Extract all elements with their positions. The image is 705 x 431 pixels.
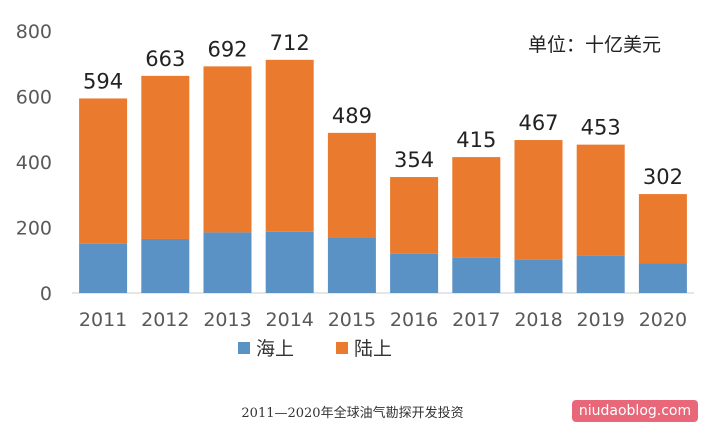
bar-onshore xyxy=(390,177,439,254)
bar-onshore xyxy=(327,132,376,238)
bar-onshore xyxy=(79,98,128,244)
x-tick-label: 2019 xyxy=(577,309,625,331)
bar-onshore xyxy=(638,194,687,264)
bar-offshore xyxy=(638,263,687,293)
y-tick-label: 200 xyxy=(16,218,52,240)
legend-label-offshore: 海上 xyxy=(256,338,295,360)
x-tick-label: 2016 xyxy=(390,309,438,331)
bar-offshore xyxy=(390,253,439,293)
bar-offshore xyxy=(576,255,625,293)
bar-offshore xyxy=(79,243,128,293)
figure-caption: 2011—2020年全球油气勘探开发投资 xyxy=(241,406,464,421)
bar-onshore xyxy=(203,66,252,233)
total-data-label: 453 xyxy=(581,116,621,140)
legend: 海上 陆上 xyxy=(0,334,705,364)
bar-offshore xyxy=(141,238,190,293)
legend-label-onshore: 陆上 xyxy=(354,338,393,360)
bar-offshore xyxy=(327,237,376,293)
x-tick-label: 2020 xyxy=(639,309,687,331)
bar-onshore xyxy=(141,75,190,239)
bar-onshore xyxy=(576,144,625,256)
x-tick-label: 2011 xyxy=(79,309,127,331)
y-tick-label: 800 xyxy=(16,21,52,43)
total-data-label: 663 xyxy=(145,47,185,71)
total-data-label: 692 xyxy=(207,37,247,61)
y-tick-label: 0 xyxy=(40,283,52,305)
total-data-label: 712 xyxy=(270,31,310,55)
total-data-label: 354 xyxy=(394,148,434,172)
bar-offshore xyxy=(514,259,563,293)
watermark: niudaoblog.com xyxy=(572,400,698,422)
x-tick-label: 2018 xyxy=(514,309,562,331)
unit-label: 单位：十亿美元 xyxy=(528,34,662,56)
bar-offshore xyxy=(203,232,252,293)
bar-offshore xyxy=(265,231,314,293)
legend-swatch-offshore xyxy=(238,341,250,354)
x-tick-label: 2014 xyxy=(266,309,314,331)
bar-onshore xyxy=(265,59,314,232)
total-data-label: 415 xyxy=(456,128,496,152)
bar-onshore xyxy=(452,157,501,258)
x-tick-label: 2013 xyxy=(203,309,251,331)
legend-item-onshore: 陆上 xyxy=(336,334,392,361)
bar-offshore xyxy=(452,257,501,293)
legend-item-offshore: 海上 xyxy=(238,334,294,361)
total-data-label: 302 xyxy=(643,165,683,189)
total-data-label: 467 xyxy=(518,111,558,135)
x-tick-label: 2012 xyxy=(141,309,189,331)
x-tick-label: 2015 xyxy=(328,309,376,331)
total-data-label: 489 xyxy=(332,104,372,128)
bar-onshore xyxy=(514,140,563,260)
y-tick-label: 600 xyxy=(16,87,52,109)
x-tick-label: 2017 xyxy=(452,309,500,331)
y-tick-label: 400 xyxy=(16,152,52,174)
total-data-label: 594 xyxy=(83,69,123,93)
legend-swatch-onshore xyxy=(336,341,348,354)
